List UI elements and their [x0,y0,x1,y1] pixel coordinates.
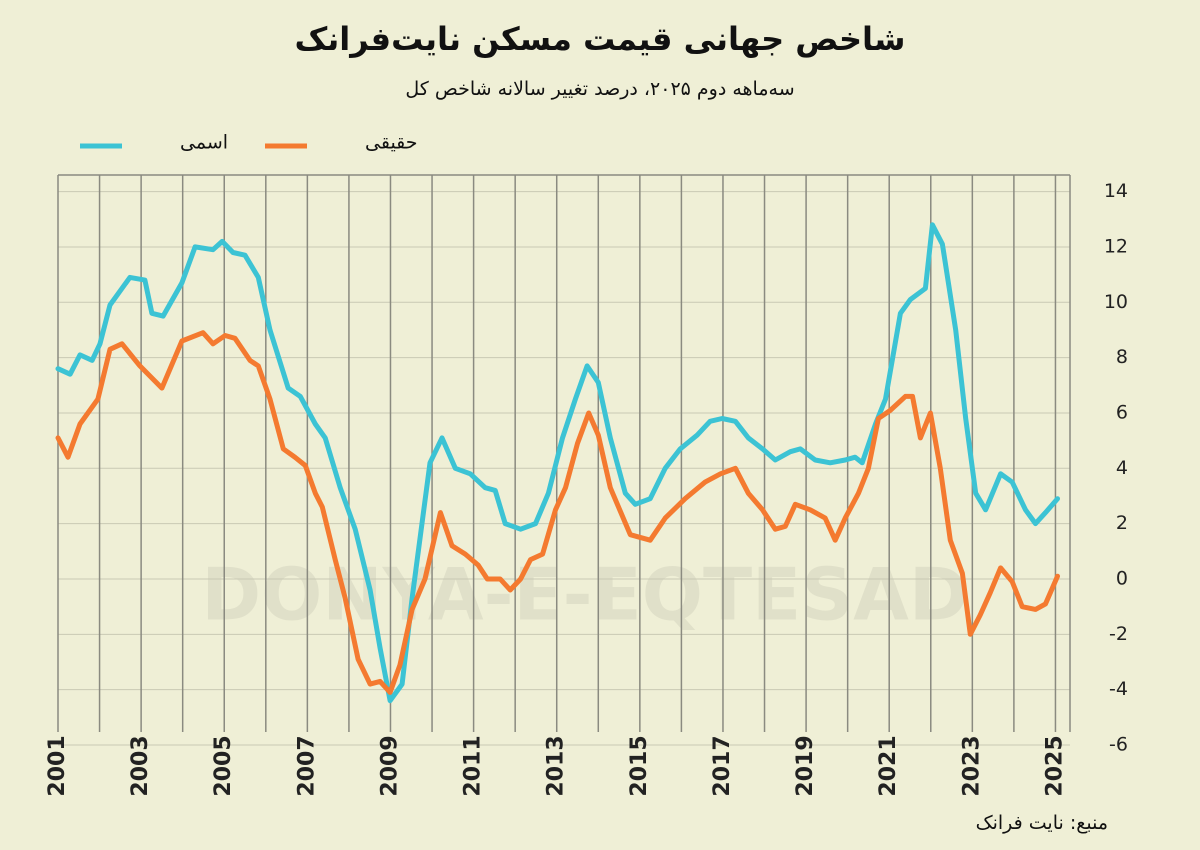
y-tick-label: 4 [1116,457,1128,479]
x-tick-label: 2019 [793,735,818,796]
y-tick-label: 10 [1104,291,1128,313]
x-tick-label: 2025 [1042,735,1067,796]
x-tick-label: 2023 [959,735,984,796]
legend-label: اسمی [180,132,228,154]
y-tick-label: -4 [1109,678,1128,700]
x-tick-label: 2001 [45,735,70,796]
x-tick-label: 2005 [211,735,236,796]
chart-subtitle: سه‌ماهه دوم ۲۰۲۵، درصد تغییر سالانه شاخص… [405,78,795,100]
x-tick-label: 2015 [627,735,652,796]
watermark: DONYA-E-EQTESAD [201,553,968,637]
x-tick-label: 2013 [544,735,569,796]
x-tick-label: 2007 [294,735,319,796]
source: منبع: نایت فرانک [975,812,1108,834]
y-tick-label: 6 [1116,401,1128,423]
x-tick-label: 2003 [128,735,153,796]
y-tick-label: -2 [1109,623,1128,645]
series-line [55,222,1060,704]
series-line [55,330,1060,695]
y-tick-label: -6 [1109,734,1128,756]
y-tick-label: 0 [1116,567,1128,589]
chart-title: شاخص جهانی قیمت مسکن نایت‌فرانک [294,20,906,58]
y-tick-label: 12 [1104,235,1128,257]
y-tick-label: 2 [1116,512,1128,534]
x-tick-label: 2021 [876,735,901,796]
x-tick-label: 2017 [710,735,735,796]
x-tick-label: 2011 [461,735,486,796]
y-tick-label: 8 [1116,346,1128,368]
y-tick-label: 14 [1104,180,1128,202]
x-tick-label: 2009 [377,735,402,796]
legend-label: حقیقی [365,132,418,154]
